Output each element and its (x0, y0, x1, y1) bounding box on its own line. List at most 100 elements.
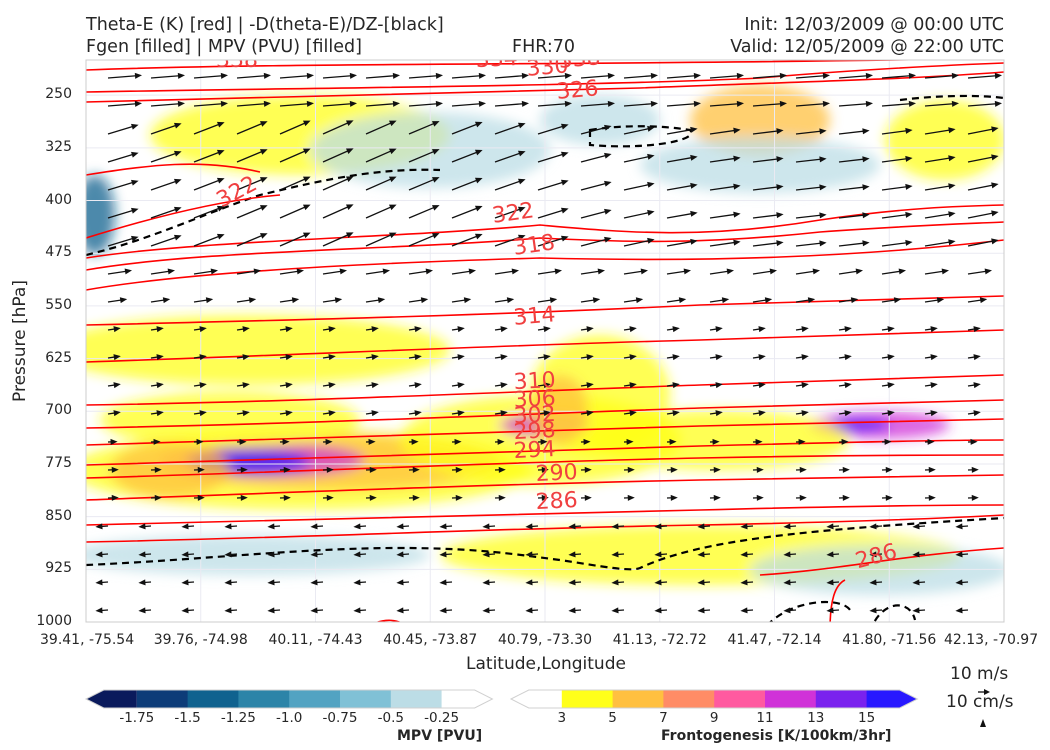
wind-vector-head (267, 551, 275, 558)
wind-vector (494, 382, 508, 389)
wind-vector-shaft (881, 157, 909, 163)
wind-vector-head (604, 152, 612, 159)
wind-vector-head (740, 551, 748, 558)
wind-vector-shaft (881, 270, 903, 275)
wind-vector (838, 354, 852, 361)
wind-vector (709, 268, 734, 275)
wind-vector (881, 382, 895, 389)
wind-vector-head (712, 438, 720, 445)
wind-vector-head (884, 438, 892, 445)
wind-vector (150, 494, 162, 501)
field-patch (690, 85, 830, 155)
wind-vector (537, 326, 551, 333)
wind-vector-head (291, 297, 300, 304)
wind-vector-head (912, 551, 920, 558)
theta-e-contour-label: 310 (513, 368, 556, 395)
wind-vectors (95, 72, 1002, 614)
wind-vector-head (174, 150, 182, 157)
wind-vector-head (525, 523, 533, 530)
wind-vector (494, 234, 526, 247)
wind-vector-shaft (365, 233, 394, 247)
wind-vector (193, 100, 228, 107)
wind-vector-head (310, 523, 318, 530)
wind-vector-head (930, 326, 938, 333)
wind-vector (150, 72, 185, 79)
wind-vector (408, 382, 422, 389)
wind-vector (697, 523, 711, 530)
field-patch (640, 137, 880, 193)
wind-vector-shaft (580, 154, 608, 163)
wind-vector-head (328, 326, 336, 333)
wind-vector-head (138, 607, 146, 614)
wind-vector-head (647, 181, 655, 188)
wind-vector (236, 149, 268, 163)
wind-vector (193, 466, 205, 473)
wind-vector-head (302, 232, 311, 239)
wind-vector-shaft (451, 102, 483, 107)
wind-vector (826, 579, 840, 586)
wind-vector (752, 156, 784, 163)
wind-vector-head (455, 494, 463, 501)
colorbar-tick-label: 9 (709, 710, 719, 726)
wind-vector (568, 579, 582, 586)
wind-vector (537, 151, 569, 163)
wind-vector-head (334, 297, 343, 304)
colorbar-tick-label: 11 (756, 710, 774, 726)
wind-vector (408, 438, 419, 445)
wind-vector (322, 297, 343, 304)
wind-vector (967, 438, 978, 445)
wind-vector (267, 551, 281, 558)
y-tick-label: 325 (45, 138, 72, 155)
wind-vector-head (306, 72, 314, 79)
wind-vector-head (733, 183, 741, 190)
wind-vector (482, 551, 496, 558)
wind-vector (666, 182, 698, 191)
wind-vector-head (259, 177, 268, 183)
wind-vector (537, 268, 562, 275)
wind-vector (408, 205, 440, 219)
wind-vector (408, 100, 443, 107)
wind-vector (666, 72, 701, 79)
wind-vector-shaft (666, 240, 694, 247)
wind-vector (236, 297, 257, 304)
wind-vector (107, 382, 121, 389)
wind-vector (365, 268, 390, 275)
wind-vector (967, 210, 999, 219)
wind-vector-shaft (752, 186, 780, 191)
wind-vector-head (801, 410, 809, 417)
wind-vector (795, 438, 806, 445)
stability-contour (86, 168, 441, 257)
wind-vector-head (561, 207, 569, 214)
wind-vector-head (525, 579, 533, 586)
wind-vector-head (862, 212, 870, 219)
colorbars (84, 689, 919, 709)
wind-vector-head (715, 354, 723, 361)
wind-vector-head (690, 154, 698, 161)
wind-vector-head (865, 72, 873, 79)
wind-vector-shaft (322, 149, 351, 163)
wind-vector-head (647, 237, 655, 244)
chart-title-line1: Theta-E (K) [red] | -D(theta-E)/DZ-[blac… (86, 15, 444, 35)
wind-vector (107, 123, 139, 135)
wind-vector-shaft (838, 242, 866, 247)
wind-vector-head (887, 382, 895, 389)
wind-vector-head (388, 176, 397, 183)
wind-vector-head (439, 579, 447, 586)
wind-vector-head (807, 297, 816, 304)
wind-vector-head (345, 148, 354, 154)
wind-vector-head (457, 410, 465, 417)
wind-vector-head (181, 579, 189, 586)
wind-vector (568, 523, 582, 530)
wind-vector-head (224, 579, 232, 586)
wind-vector-head (627, 466, 635, 473)
wind-vector-head (887, 326, 895, 333)
wind-vector-shaft (365, 270, 387, 275)
x-tick-label: 39.41, -75.54 (40, 632, 135, 648)
wind-vector (150, 382, 164, 389)
wind-vector-head (267, 607, 275, 614)
wind-vector (537, 179, 569, 191)
x-tick-label: 40.79, -73.30 (497, 632, 593, 648)
wind-vector (568, 551, 582, 558)
wind-vector-shaft (279, 102, 311, 107)
wind-vector-head (905, 211, 913, 218)
